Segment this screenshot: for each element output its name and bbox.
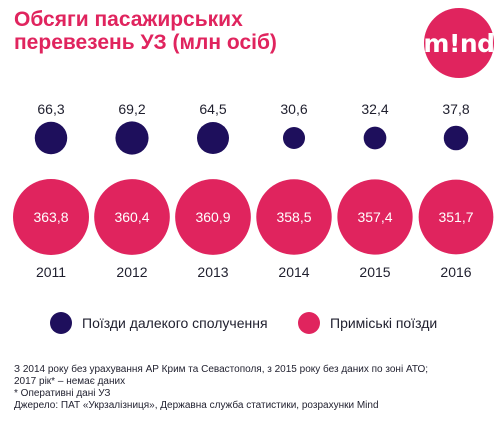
year-tick-label: 2012 <box>116 264 147 280</box>
legend: Поїзди далекого сполучення Приміські пої… <box>0 312 504 340</box>
long-distance-bubble <box>443 125 469 151</box>
year-tick-label: 2013 <box>197 264 228 280</box>
legend-label-long-distance: Поїзди далекого сполучення <box>82 315 268 331</box>
note-line-2: 2017 рік* – немає даних <box>14 376 126 387</box>
legend-item-suburban: Приміські поїзди <box>298 312 437 334</box>
long-distance-bubble <box>282 126 306 150</box>
suburban-bubble <box>175 179 251 255</box>
suburban-bubble <box>94 179 170 255</box>
bubble-chart: 66,3 363,8 2011 69,2 360,4 2012 64,5 360,9 2013 3… <box>13 101 494 280</box>
suburban-value-label: 363,8 <box>33 209 68 225</box>
year-tick-label: 2015 <box>359 264 390 280</box>
suburban-value-label: 351,7 <box>438 209 473 225</box>
long-distance-value-label: 69,2 <box>118 101 145 117</box>
footnotes: З 2014 року без урахування АР Крим та Се… <box>14 364 494 412</box>
note-line-1: З 2014 року без урахування АР Крим та Се… <box>14 364 429 375</box>
year-tick-label: 2016 <box>440 264 471 280</box>
logo-text: m!nd <box>423 28 495 58</box>
suburban-bubble <box>337 179 413 255</box>
suburban-bubble <box>256 179 332 255</box>
long-distance-value-label: 64,5 <box>199 101 226 117</box>
long-distance-value-label: 37,8 <box>442 101 469 117</box>
legend-label-suburban: Приміські поїзди <box>330 315 438 331</box>
suburban-value-label: 360,9 <box>195 209 230 225</box>
legend-item-long-distance: Поїзди далекого сполучення <box>50 312 268 334</box>
legend-dot-suburban <box>298 312 320 334</box>
long-distance-bubble <box>363 126 387 150</box>
mind-logo: m!nd <box>423 8 495 78</box>
long-distance-bubble <box>115 121 149 155</box>
long-distance-value-label: 30,6 <box>280 101 307 117</box>
chart-title: Обсяги пасажирських перевезень УЗ (млн о… <box>14 8 334 54</box>
title-line-2: перевезень УЗ (млн осіб) <box>14 31 277 54</box>
long-distance-bubble <box>197 122 229 154</box>
suburban-bubble <box>13 179 89 255</box>
suburban-bubble <box>418 179 494 255</box>
long-distance-bubble <box>34 121 68 155</box>
suburban-value-label: 357,4 <box>357 209 392 225</box>
year-tick-label: 2011 <box>36 264 66 280</box>
year-tick-label: 2014 <box>278 264 309 280</box>
long-distance-value-label: 32,4 <box>361 101 388 117</box>
note-line-4: Джерело: ПАТ «Укрзалізниця», Державна сл… <box>14 400 379 411</box>
suburban-value-label: 358,5 <box>276 209 311 225</box>
title-line-1: Обсяги пасажирських <box>14 8 243 31</box>
legend-dot-long-distance <box>50 312 72 334</box>
long-distance-value-label: 66,3 <box>37 101 64 117</box>
suburban-value-label: 360,4 <box>114 209 149 225</box>
note-line-3: * Оперативні дані УЗ <box>14 388 111 399</box>
